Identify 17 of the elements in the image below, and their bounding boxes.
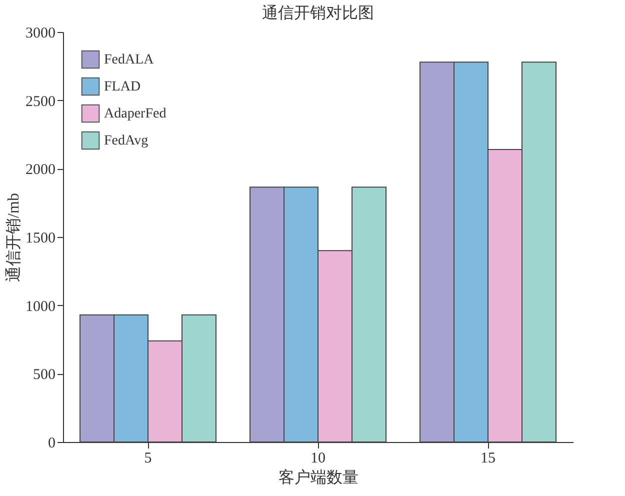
y-tick-label: 2500	[26, 94, 56, 110]
legend-label: FLAD	[104, 80, 141, 94]
chart-title: 通信开销对比图	[262, 4, 374, 22]
y-tick-label: 500	[33, 367, 56, 384]
legend-label: FedALA	[104, 52, 155, 68]
y-tick-label: 2000	[26, 162, 56, 178]
y-tick-label: 1500	[26, 230, 56, 246]
legend-label: FedAvg	[104, 134, 148, 148]
x-tick-label: 10	[310, 450, 326, 466]
x-axis-title: 客户端数量	[278, 468, 358, 486]
y-tick-label: 1000	[26, 298, 56, 315]
x-tick-label: 5	[144, 450, 152, 466]
y-tick-label: 0	[48, 436, 56, 452]
x-tick-label: 15	[480, 450, 496, 466]
legend-label: AdaperFed	[104, 106, 166, 122]
y-axis-title: 通信开销/mb	[4, 193, 22, 282]
y-tick-label: 3000	[26, 26, 56, 42]
